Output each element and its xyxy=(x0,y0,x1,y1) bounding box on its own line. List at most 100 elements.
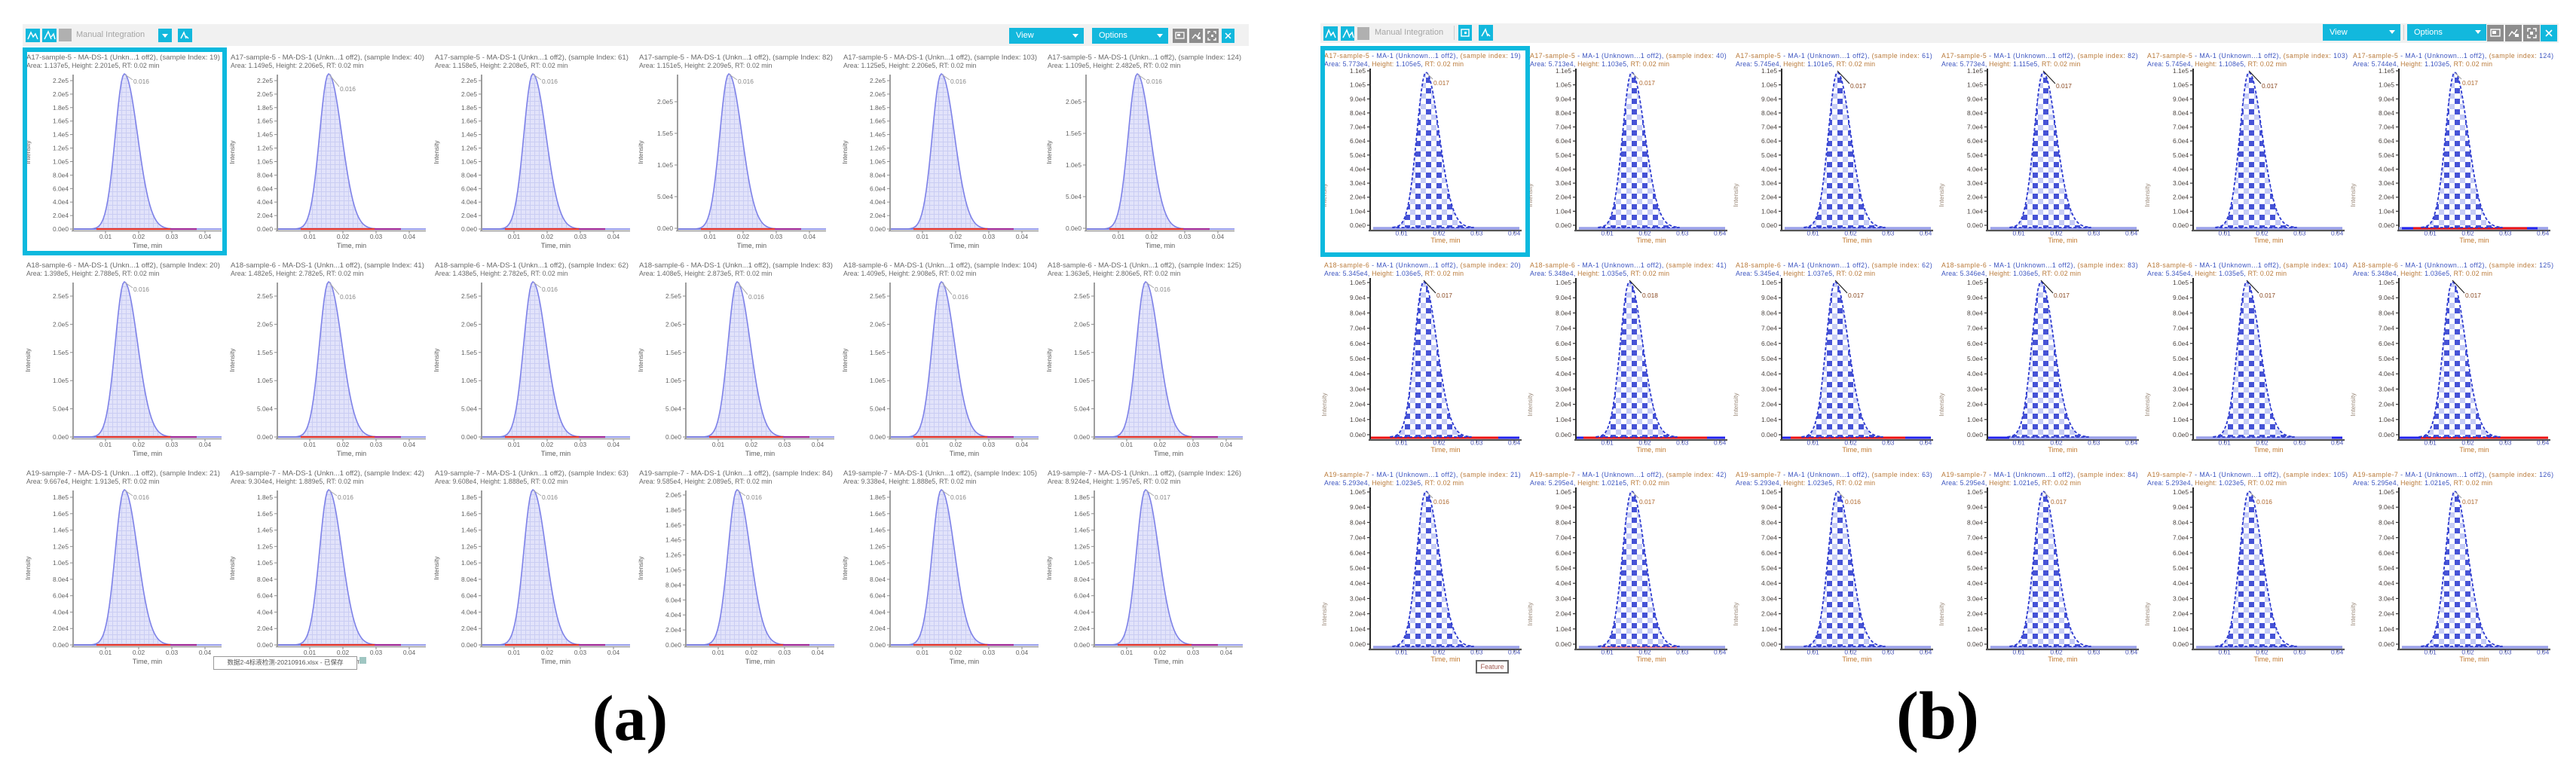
svg-text:1.0e4: 1.0e4 xyxy=(2173,625,2189,633)
svg-text:0.01: 0.01 xyxy=(2013,439,2026,447)
svg-text:Time, min: Time, min xyxy=(1154,658,1183,665)
svg-text:0.0e0: 0.0e0 xyxy=(1350,431,1366,438)
svg-text:6.0e4: 6.0e4 xyxy=(1556,549,1571,557)
svg-text:1.6e5: 1.6e5 xyxy=(53,510,69,518)
svg-text:2.5e5: 2.5e5 xyxy=(53,292,69,300)
svg-text:A18-sample-6 - MA-DS-1 (Unkn..: A18-sample-6 - MA-DS-1 (Unkn...1 off2), … xyxy=(231,261,424,269)
svg-text:9.0e4: 9.0e4 xyxy=(1556,95,1571,102)
svg-text:0.017: 0.017 xyxy=(2262,82,2278,90)
svg-text:1.0e4: 1.0e4 xyxy=(1967,416,1983,423)
svg-text:Time, min: Time, min xyxy=(1842,237,1871,244)
svg-text:0.01: 0.01 xyxy=(1602,649,1614,656)
svg-text:9.0e4: 9.0e4 xyxy=(1967,294,1983,301)
svg-text:1.0e5: 1.0e5 xyxy=(665,377,681,384)
svg-text:1.0e5: 1.0e5 xyxy=(53,559,69,567)
svg-text:2.2e5: 2.2e5 xyxy=(461,77,477,84)
svg-text:4.0e4: 4.0e4 xyxy=(1350,165,1366,173)
svg-text:1.8e5: 1.8e5 xyxy=(665,506,681,514)
svg-text:3.0e4: 3.0e4 xyxy=(2173,594,2189,602)
svg-text:0.04: 0.04 xyxy=(1508,439,1521,447)
svg-text:A19-sample-7 - MA-1 (Unknown..: A19-sample-7 - MA-1 (Unknown...1 off2), … xyxy=(1736,471,1932,478)
svg-text:6.0e4: 6.0e4 xyxy=(461,185,477,192)
svg-text:1.4e5: 1.4e5 xyxy=(461,131,477,139)
svg-text:A17-sample-5 - MA-1 (Unknown..: A17-sample-5 - MA-1 (Unknown...1 off2), … xyxy=(2353,52,2553,60)
svg-text:2.5e5: 2.5e5 xyxy=(257,292,273,300)
svg-text:Intensity: Intensity xyxy=(228,140,236,164)
svg-text:1.1e5: 1.1e5 xyxy=(2379,67,2394,75)
svg-text:0.0e0: 0.0e0 xyxy=(870,641,886,649)
svg-text:6.0e4: 6.0e4 xyxy=(1074,592,1090,600)
svg-text:0.02: 0.02 xyxy=(2461,230,2474,237)
svg-text:8.0e4: 8.0e4 xyxy=(870,576,886,583)
svg-text:4.0e4: 4.0e4 xyxy=(870,198,886,206)
svg-text:7.0e4: 7.0e4 xyxy=(1350,124,1366,131)
svg-text:2.0e4: 2.0e4 xyxy=(2379,610,2394,618)
svg-text:A19-sample-7 - MA-1 (Unknown..: A19-sample-7 - MA-1 (Unknown...1 off2), … xyxy=(1941,471,2138,478)
svg-text:4.0e4: 4.0e4 xyxy=(1350,579,1366,587)
svg-text:0.04: 0.04 xyxy=(803,233,816,240)
svg-text:8.0e4: 8.0e4 xyxy=(2379,518,2394,526)
svg-text:7.0e4: 7.0e4 xyxy=(1556,534,1571,542)
svg-text:0.03: 0.03 xyxy=(1470,439,1483,447)
svg-text:6.0e4: 6.0e4 xyxy=(1350,340,1366,347)
svg-text:0.04: 0.04 xyxy=(2537,439,2550,447)
svg-text:9.0e4: 9.0e4 xyxy=(1556,503,1571,511)
svg-text:1.6e5: 1.6e5 xyxy=(461,510,477,518)
svg-text:Intensity: Intensity xyxy=(841,556,849,580)
svg-text:5.0e4: 5.0e4 xyxy=(2379,355,2394,362)
svg-text:2.0e4: 2.0e4 xyxy=(2379,194,2394,201)
svg-text:1.5e5: 1.5e5 xyxy=(665,349,681,356)
svg-text:0.03: 0.03 xyxy=(1676,230,1689,237)
svg-text:0.04: 0.04 xyxy=(812,441,825,448)
svg-text:0.01: 0.01 xyxy=(2219,649,2232,656)
svg-text:0.0e0: 0.0e0 xyxy=(257,225,273,233)
svg-text:Area: 5.773e4, Height: 1.105e5: Area: 5.773e4, Height: 1.105e5, RT: 0.02… xyxy=(1324,60,1464,68)
svg-text:0.016: 0.016 xyxy=(746,493,762,501)
svg-text:A19-sample-7 - MA-DS-1 (Unkn..: A19-sample-7 - MA-DS-1 (Unkn...1 off2), … xyxy=(639,469,833,477)
svg-text:Time, min: Time, min xyxy=(2048,446,2077,454)
svg-text:0.01: 0.01 xyxy=(2219,230,2232,237)
svg-text:0.01: 0.01 xyxy=(2219,439,2232,447)
svg-text:0.01: 0.01 xyxy=(508,233,521,240)
svg-text:0.0e0: 0.0e0 xyxy=(1761,640,1777,648)
svg-text:5.0e4: 5.0e4 xyxy=(657,193,673,200)
svg-text:A17-sample-5 - MA-DS-1 (Unkn..: A17-sample-5 - MA-DS-1 (Unkn...1 off2), … xyxy=(1048,53,1241,61)
svg-text:A18-sample-6 - MA-1 (Unknown..: A18-sample-6 - MA-1 (Unknown...1 off2), … xyxy=(1324,261,1521,269)
svg-text:0.01: 0.01 xyxy=(1396,230,1409,237)
svg-text:0.01: 0.01 xyxy=(99,233,112,240)
svg-text:7.0e4: 7.0e4 xyxy=(1556,325,1571,332)
svg-text:0.02: 0.02 xyxy=(737,233,750,240)
svg-text:Time, min: Time, min xyxy=(950,658,979,665)
svg-text:0.03: 0.03 xyxy=(574,441,587,448)
svg-text:Time, min: Time, min xyxy=(541,242,571,249)
svg-text:1.5e5: 1.5e5 xyxy=(657,130,673,137)
svg-text:5.0e4: 5.0e4 xyxy=(1074,405,1090,413)
svg-text:0.02: 0.02 xyxy=(1433,649,1446,656)
svg-text:1.0e5: 1.0e5 xyxy=(2379,279,2394,286)
svg-text:Area: 1.438e5, Height: 2.782e5: Area: 1.438e5, Height: 2.782e5, RT: 0.02… xyxy=(435,270,568,277)
svg-text:0.04: 0.04 xyxy=(1016,441,1029,448)
svg-text:2.5e5: 2.5e5 xyxy=(461,292,477,300)
svg-text:4.0e4: 4.0e4 xyxy=(53,608,69,616)
svg-text:1.4e5: 1.4e5 xyxy=(870,527,886,534)
svg-text:6.0e4: 6.0e4 xyxy=(1556,137,1571,145)
svg-text:0.02: 0.02 xyxy=(133,649,145,656)
svg-text:Time, min: Time, min xyxy=(950,242,979,249)
svg-text:2.5e5: 2.5e5 xyxy=(1074,292,1090,300)
svg-text:0.03: 0.03 xyxy=(370,441,383,448)
svg-text:A19-sample-7 - MA-DS-1 (Unkn..: A19-sample-7 - MA-DS-1 (Unkn...1 off2), … xyxy=(843,469,1037,477)
svg-text:Intensity: Intensity xyxy=(1732,602,1739,626)
svg-text:2.0e4: 2.0e4 xyxy=(461,625,477,632)
svg-text:5.0e4: 5.0e4 xyxy=(1350,564,1366,572)
svg-text:1.4e5: 1.4e5 xyxy=(257,527,273,534)
svg-text:A17-sample-5 - MA-1 (Unknown..: A17-sample-5 - MA-1 (Unknown...1 off2), … xyxy=(1941,52,2138,60)
svg-text:0.03: 0.03 xyxy=(2293,230,2306,237)
svg-text:A19-sample-7 - MA-DS-1 (Unkn..: A19-sample-7 - MA-DS-1 (Unkn...1 off2), … xyxy=(1048,469,1241,477)
svg-text:2.0e4: 2.0e4 xyxy=(53,212,69,219)
svg-text:2.0e4: 2.0e4 xyxy=(1967,194,1983,201)
svg-text:2.0e4: 2.0e4 xyxy=(870,625,886,632)
svg-text:1.0e4: 1.0e4 xyxy=(1761,625,1777,633)
svg-text:8.0e4: 8.0e4 xyxy=(1350,309,1366,316)
svg-text:1.6e5: 1.6e5 xyxy=(870,118,886,125)
svg-text:0.01: 0.01 xyxy=(508,649,521,656)
